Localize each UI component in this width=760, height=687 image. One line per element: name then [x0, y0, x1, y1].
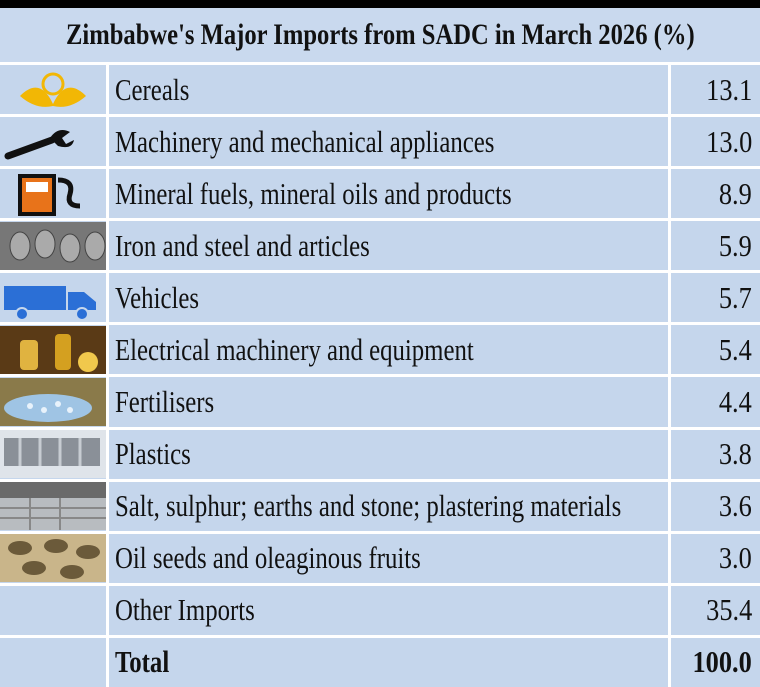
label-text: Salt, sulphur; earths and stone; plaster… — [115, 488, 621, 524]
row-icon — [0, 117, 106, 166]
row-icon — [0, 65, 106, 114]
row-icon — [0, 430, 106, 479]
row-value: 8.9 — [671, 169, 760, 218]
value-text: 4.4 — [719, 384, 752, 420]
page: Zimbabwe's Major Imports from SADC in Ma… — [0, 0, 760, 687]
row-value: 35.4 — [671, 586, 760, 635]
row-value: 13.0 — [671, 117, 760, 166]
label-text: Vehicles — [115, 280, 199, 316]
value-text: 100.0 — [693, 644, 752, 680]
label-text: Machinery and mechanical appliances — [115, 124, 494, 160]
row-label: Mineral fuels, mineral oils and products — [109, 169, 668, 218]
row-label: Cereals — [109, 65, 668, 114]
table-title: Zimbabwe's Major Imports from SADC in Ma… — [0, 8, 760, 62]
row-label: Other Imports — [109, 586, 668, 635]
value-text: 5.7 — [719, 280, 752, 316]
title-text: Zimbabwe's Major Imports from SADC in Ma… — [66, 18, 695, 52]
label-text: Cereals — [115, 72, 189, 108]
row-label: Vehicles — [109, 273, 668, 322]
row-label: Iron and steel and articles — [109, 221, 668, 270]
row-value: 13.1 — [671, 65, 760, 114]
row-value: 3.0 — [671, 534, 760, 583]
row-label: Plastics — [109, 430, 668, 479]
row-value: 5.9 — [671, 221, 760, 270]
row-label: Machinery and mechanical appliances — [109, 117, 668, 166]
table: Cereals 13.1 Machinery and mechanical appl… — [0, 65, 760, 687]
row-icon — [0, 377, 106, 426]
value-text: 3.0 — [719, 540, 752, 576]
row-label: Oil seeds and oleaginous fruits — [109, 534, 668, 583]
row-icon — [0, 169, 106, 218]
row-icon — [0, 325, 106, 374]
value-text: 3.8 — [719, 436, 752, 472]
row-label: Fertilisers — [109, 377, 668, 426]
value-text: 5.9 — [719, 228, 752, 264]
row-icon — [0, 638, 106, 687]
label-text: Fertilisers — [115, 384, 214, 420]
row-icon — [0, 482, 106, 531]
label-text: Plastics — [115, 436, 191, 472]
row-value: 4.4 — [671, 377, 760, 426]
value-text: 13.1 — [706, 72, 752, 108]
row-label: Total — [109, 638, 668, 687]
value-text: 35.4 — [706, 592, 752, 628]
value-text: 3.6 — [719, 488, 752, 524]
row-value: 3.8 — [671, 430, 760, 479]
label-text: Other Imports — [115, 592, 255, 628]
label-text: Total — [115, 644, 169, 680]
row-value: 5.4 — [671, 325, 760, 374]
row-icon — [0, 221, 106, 270]
value-text: 8.9 — [719, 176, 752, 212]
label-text: Oil seeds and oleaginous fruits — [115, 540, 421, 576]
row-value: 5.7 — [671, 273, 760, 322]
row-icon — [0, 586, 106, 635]
row-icon — [0, 534, 106, 583]
row-label: Electrical machinery and equipment — [109, 325, 668, 374]
label-text: Mineral fuels, mineral oils and products — [115, 176, 512, 212]
label-text: Electrical machinery and equipment — [115, 332, 474, 368]
row-value: 3.6 — [671, 482, 760, 531]
value-text: 13.0 — [706, 124, 752, 160]
row-icon — [0, 273, 106, 322]
value-text: 5.4 — [719, 332, 752, 368]
label-text: Iron and steel and articles — [115, 228, 370, 264]
top-bar — [0, 0, 760, 8]
row-value: 100.0 — [671, 638, 760, 687]
row-label: Salt, sulphur; earths and stone; plaster… — [109, 482, 668, 531]
